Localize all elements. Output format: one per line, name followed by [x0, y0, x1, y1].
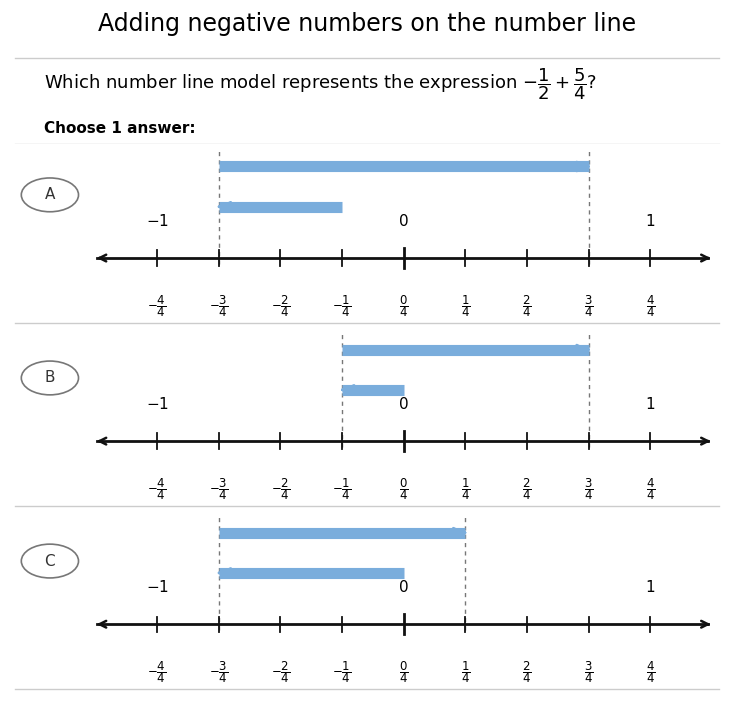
- Text: $1$: $1$: [645, 396, 655, 412]
- Text: $\dfrac{1}{4}$: $\dfrac{1}{4}$: [461, 476, 470, 502]
- Text: $\dfrac{3}{4}$: $\dfrac{3}{4}$: [584, 659, 594, 685]
- Text: $\dfrac{0}{4}$: $\dfrac{0}{4}$: [399, 659, 408, 685]
- Text: $\dfrac{3}{4}$: $\dfrac{3}{4}$: [584, 293, 594, 319]
- Text: $\dfrac{2}{4}$: $\dfrac{2}{4}$: [523, 476, 531, 502]
- Text: $-\dfrac{4}{4}$: $-\dfrac{4}{4}$: [148, 659, 167, 685]
- Text: $0$: $0$: [399, 213, 409, 229]
- Text: $-\dfrac{4}{4}$: $-\dfrac{4}{4}$: [148, 293, 167, 319]
- Text: B: B: [45, 370, 55, 386]
- Text: $0$: $0$: [399, 396, 409, 412]
- Text: $-\dfrac{4}{4}$: $-\dfrac{4}{4}$: [148, 476, 167, 502]
- Text: $1$: $1$: [645, 213, 655, 229]
- Text: $\dfrac{0}{4}$: $\dfrac{0}{4}$: [399, 476, 408, 502]
- Text: $\dfrac{2}{4}$: $\dfrac{2}{4}$: [523, 293, 531, 319]
- Text: $1$: $1$: [645, 579, 655, 595]
- Text: $\dfrac{1}{4}$: $\dfrac{1}{4}$: [461, 659, 470, 685]
- Text: Choose 1 answer:: Choose 1 answer:: [44, 121, 196, 136]
- Text: $\dfrac{1}{4}$: $\dfrac{1}{4}$: [461, 293, 470, 319]
- Text: $\dfrac{0}{4}$: $\dfrac{0}{4}$: [399, 293, 408, 319]
- Text: $-\dfrac{3}{4}$: $-\dfrac{3}{4}$: [209, 659, 228, 685]
- Text: $\dfrac{4}{4}$: $\dfrac{4}{4}$: [646, 293, 655, 319]
- Text: $\dfrac{2}{4}$: $\dfrac{2}{4}$: [523, 659, 531, 685]
- Text: $-\dfrac{2}{4}$: $-\dfrac{2}{4}$: [271, 476, 290, 502]
- Text: $\dfrac{4}{4}$: $\dfrac{4}{4}$: [646, 659, 655, 685]
- Text: Adding negative numbers on the number line: Adding negative numbers on the number li…: [98, 12, 636, 37]
- Text: A: A: [45, 187, 55, 202]
- Text: $0$: $0$: [399, 579, 409, 595]
- Text: $-1$: $-1$: [145, 579, 169, 595]
- Text: C: C: [45, 554, 55, 569]
- Text: $-\dfrac{1}{4}$: $-\dfrac{1}{4}$: [333, 659, 352, 685]
- Text: $-\dfrac{3}{4}$: $-\dfrac{3}{4}$: [209, 293, 228, 319]
- Text: $-\dfrac{2}{4}$: $-\dfrac{2}{4}$: [271, 659, 290, 685]
- Text: $-1$: $-1$: [145, 213, 169, 229]
- Text: Which number line model represents the expression $-\dfrac{1}{2}+\dfrac{5}{4}$?: Which number line model represents the e…: [44, 66, 597, 102]
- Text: $-\dfrac{3}{4}$: $-\dfrac{3}{4}$: [209, 476, 228, 502]
- Text: $\dfrac{3}{4}$: $\dfrac{3}{4}$: [584, 476, 594, 502]
- Text: $-\dfrac{1}{4}$: $-\dfrac{1}{4}$: [333, 476, 352, 502]
- Text: $-1$: $-1$: [145, 396, 169, 412]
- Text: $\dfrac{4}{4}$: $\dfrac{4}{4}$: [646, 476, 655, 502]
- Text: $-\dfrac{1}{4}$: $-\dfrac{1}{4}$: [333, 293, 352, 319]
- Text: $-\dfrac{2}{4}$: $-\dfrac{2}{4}$: [271, 293, 290, 319]
